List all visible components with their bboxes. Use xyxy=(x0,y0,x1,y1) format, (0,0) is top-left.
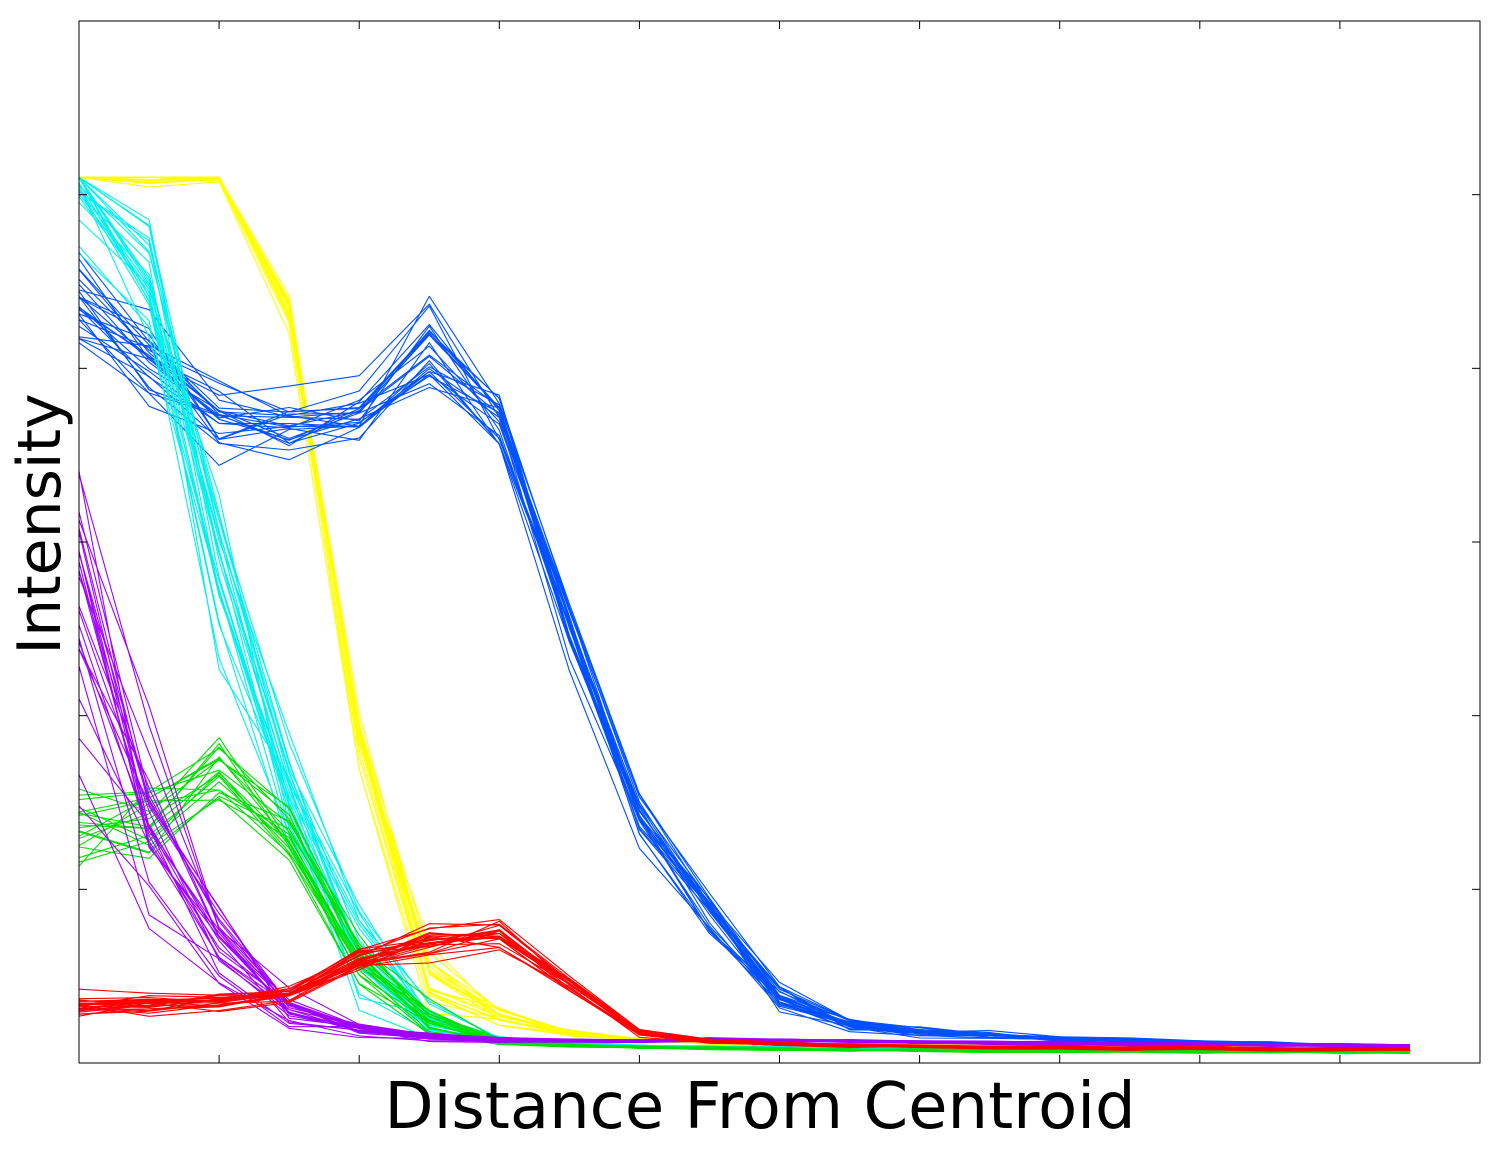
series-line xyxy=(78,756,1411,1054)
series-line xyxy=(78,738,1411,1047)
series-line xyxy=(78,919,1411,1050)
series-line xyxy=(78,176,1410,1049)
series-line xyxy=(78,176,1411,1052)
series-line xyxy=(78,201,1411,1053)
series-line xyxy=(78,219,1410,1053)
series-line xyxy=(78,176,1411,1054)
series-line xyxy=(78,781,1411,1055)
series-line xyxy=(78,193,1410,1053)
series-line xyxy=(78,319,1411,1048)
series-line xyxy=(78,177,1411,1053)
series-line xyxy=(78,184,1411,1053)
series-line xyxy=(78,624,1411,1047)
series-line xyxy=(78,191,1411,1053)
series-line xyxy=(78,309,1411,1048)
plot-frame xyxy=(78,20,1481,1064)
series-line xyxy=(79,176,1411,1050)
series-line xyxy=(78,757,1411,1053)
series-line xyxy=(78,194,1411,1054)
series-line xyxy=(78,924,1411,1051)
series-line xyxy=(78,176,1411,1049)
series-line xyxy=(78,775,1411,1054)
series-line xyxy=(78,176,1411,1051)
series-line xyxy=(78,289,1411,1047)
series-line xyxy=(78,176,1411,1052)
series-line xyxy=(78,258,1411,1046)
series-line xyxy=(78,176,1411,1048)
series-line xyxy=(78,177,1411,1052)
series-line xyxy=(78,185,1411,1053)
series-line xyxy=(78,561,1411,1047)
series-line xyxy=(78,269,1411,1048)
series-line xyxy=(78,923,1411,1050)
series-line xyxy=(78,747,1411,1052)
series-line xyxy=(78,313,1411,1049)
series-line xyxy=(78,252,1411,1047)
series-group-5 xyxy=(78,919,1411,1052)
series-line xyxy=(79,176,1411,1049)
series-line xyxy=(78,284,1411,1048)
series-line xyxy=(78,188,1411,1053)
series-line xyxy=(78,253,1411,1054)
series-line xyxy=(78,268,1411,1048)
series-line xyxy=(78,176,1411,1051)
series-line xyxy=(78,743,1411,1053)
series-line xyxy=(78,196,1411,1054)
series-line xyxy=(78,307,1411,1047)
series-line xyxy=(79,176,1411,1050)
series-line xyxy=(78,279,1411,1047)
series-line xyxy=(78,177,1411,1052)
series-line xyxy=(79,176,1411,1050)
series-line xyxy=(78,176,1411,1052)
series-line xyxy=(78,296,1411,1047)
series-line xyxy=(78,176,1411,1052)
series-line xyxy=(78,805,1411,1048)
series-group-1 xyxy=(78,252,1411,1050)
series-line xyxy=(78,176,1411,1050)
series-line xyxy=(78,176,1411,1049)
series-line xyxy=(79,176,1411,1048)
series-group-0 xyxy=(78,176,1411,1051)
series-line xyxy=(78,176,1411,1050)
x-axis-label: Distance From Centroid xyxy=(384,1070,1135,1144)
series-line xyxy=(79,176,1411,1049)
series-line xyxy=(79,176,1411,1049)
series-line xyxy=(78,297,1411,1047)
series-line xyxy=(78,932,1411,1050)
plot-area xyxy=(78,176,1411,1055)
series-line xyxy=(78,795,1411,1054)
series-line xyxy=(78,176,1411,1050)
series-line xyxy=(78,552,1411,1046)
series-line xyxy=(78,245,1411,1055)
series-line xyxy=(78,787,1411,1053)
series-line xyxy=(78,319,1411,1048)
series-line xyxy=(78,290,1411,1046)
series-line xyxy=(78,176,1411,1053)
axis-ticks xyxy=(79,21,1480,1063)
series-line xyxy=(78,182,1411,1054)
series-line xyxy=(79,176,1411,1050)
series-line xyxy=(78,759,1411,1053)
series-line xyxy=(78,638,1411,1047)
series-line xyxy=(79,176,1411,1049)
series-line xyxy=(78,746,1411,1053)
y-axis-label: Intensity xyxy=(5,393,75,654)
series-group-3 xyxy=(78,737,1411,1055)
series-line xyxy=(78,190,1411,1053)
series-line xyxy=(78,188,1411,1053)
series-line xyxy=(78,177,1411,1052)
series-line xyxy=(78,176,1410,1052)
series-line xyxy=(78,176,1411,1050)
series-line xyxy=(78,789,1411,1054)
series-group-2 xyxy=(78,176,1411,1055)
series-line xyxy=(78,531,1411,1048)
series-line xyxy=(79,176,1411,1050)
